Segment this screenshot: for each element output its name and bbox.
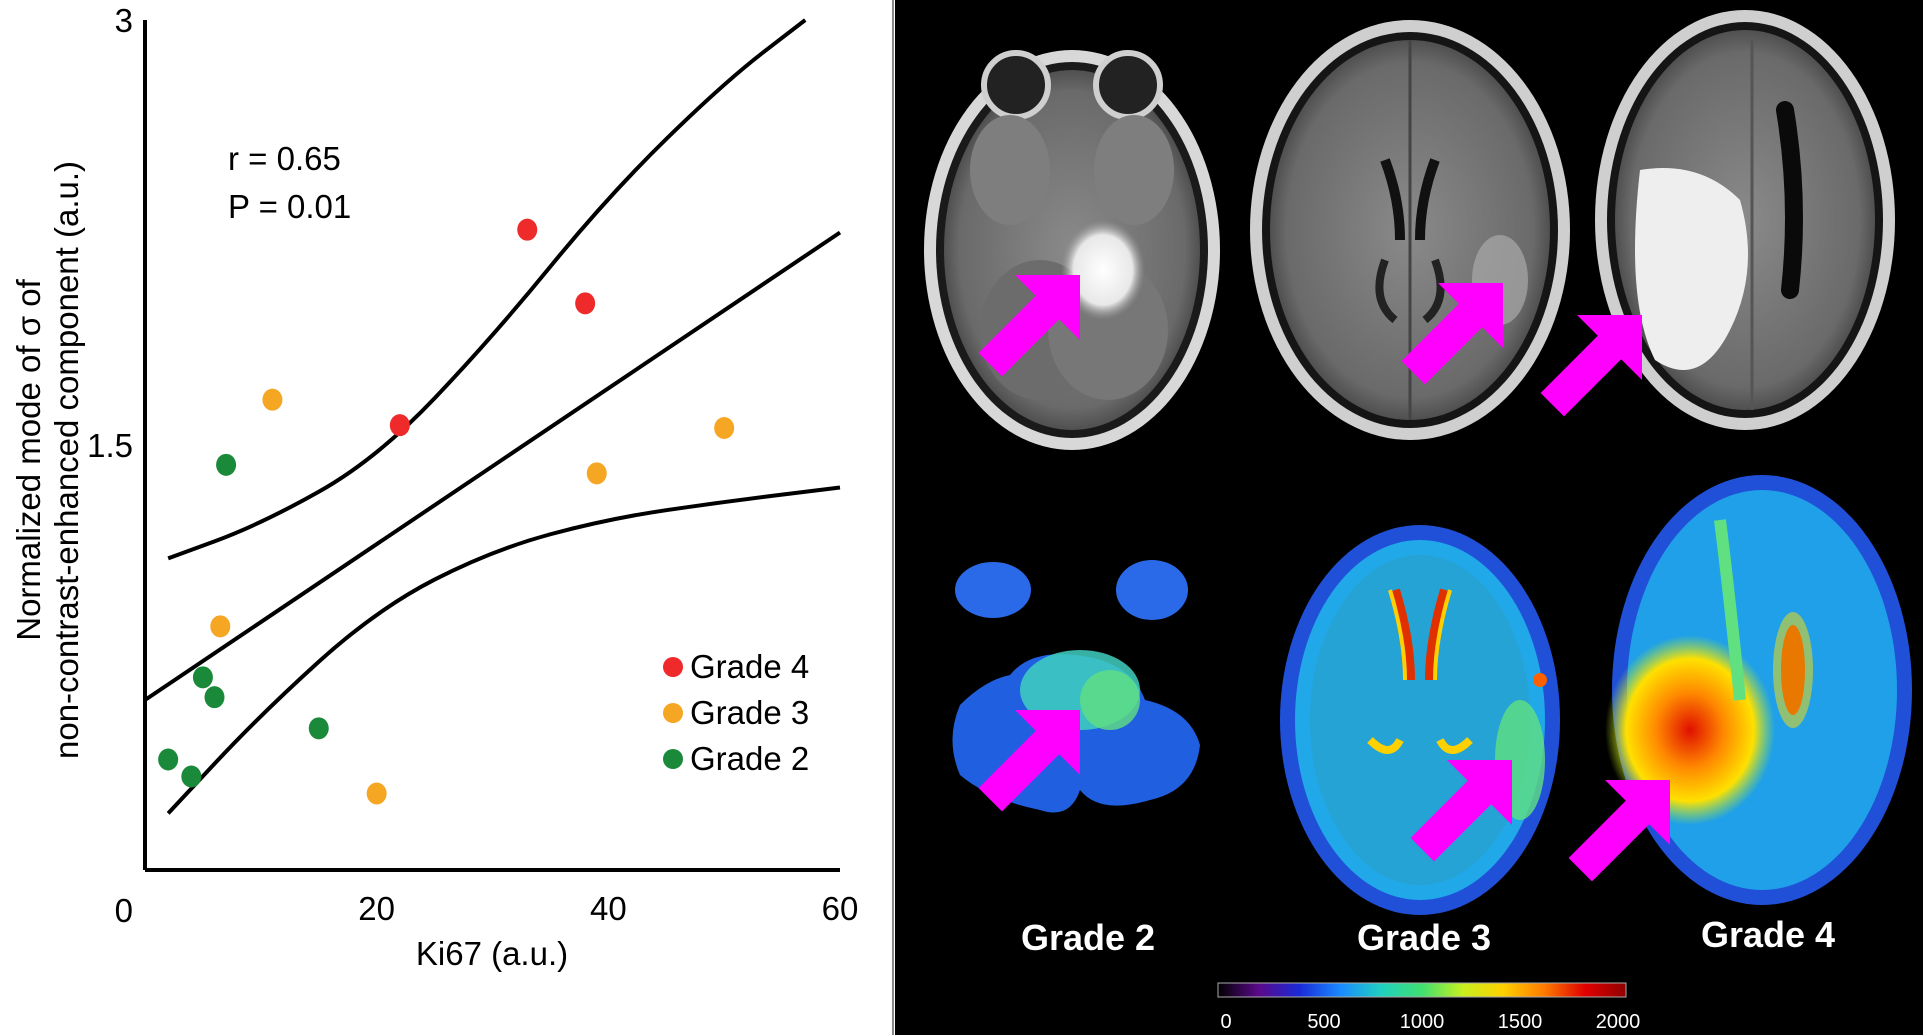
data-point-grade-2 xyxy=(308,717,329,740)
data-point-grade-2 xyxy=(192,666,213,689)
axis-ticks: 20 40 60 0 1.5 3 xyxy=(87,2,858,929)
colorbar-tick-label: 0 xyxy=(1220,1011,1231,1033)
flair-image-grade-2 xyxy=(924,50,1220,450)
data-point-grade-4 xyxy=(517,218,538,241)
parametric-map-grade-3 xyxy=(1280,525,1560,915)
y-axis-label-line2: non-contrast-enhanced component (a.u.) xyxy=(48,161,85,759)
flair-image-grade-3 xyxy=(1250,20,1570,440)
y-tick-label: 0 xyxy=(115,892,133,929)
data-point-grade-2 xyxy=(216,453,237,476)
data-point-grade-4 xyxy=(575,292,596,315)
x-tick-label: 40 xyxy=(590,890,627,927)
arrow-icon xyxy=(1410,760,1512,862)
fit-line-0 xyxy=(167,18,807,561)
arrow-icon xyxy=(978,275,1080,377)
legend-marker-grade-3 xyxy=(663,703,683,723)
data-points xyxy=(158,218,735,805)
data-point-grade-2 xyxy=(181,765,202,788)
grade-3-label: Grade 3 xyxy=(1357,917,1491,958)
arrow-icon xyxy=(1401,283,1503,385)
data-point-grade-3 xyxy=(586,462,607,485)
y-tick-label: 1.5 xyxy=(87,427,133,464)
legend-label-grade-3: Grade 3 xyxy=(690,694,809,731)
data-point-grade-3 xyxy=(366,782,387,805)
legend-label-grade-2: Grade 2 xyxy=(690,740,809,777)
y-axis-label-line1: Normalized mode of σ of xyxy=(10,278,47,640)
grade-2-label: Grade 2 xyxy=(1021,917,1155,958)
legend-marker-grade-4 xyxy=(663,657,683,677)
fit-line-2 xyxy=(166,485,841,815)
legend: Grade 4 Grade 3 Grade 2 xyxy=(663,648,809,777)
arrow-icon xyxy=(1568,780,1670,882)
data-point-grade-3 xyxy=(262,388,283,411)
y-tick-label: 3 xyxy=(115,2,133,39)
grade-4-label: Grade 4 xyxy=(1701,914,1835,955)
legend-label-grade-4: Grade 4 xyxy=(690,648,809,685)
correlation-annotation: r = 0.65 xyxy=(228,140,341,177)
data-point-grade-3 xyxy=(210,615,231,638)
confidence-bands xyxy=(143,18,842,815)
legend-marker-grade-2 xyxy=(663,749,683,769)
colorbar-tick-label: 500 xyxy=(1307,1011,1340,1033)
data-point-grade-2 xyxy=(158,748,179,771)
scatter-chart: 20 40 60 0 1.5 3 Ki67 (a.u.) Normalized mode … xyxy=(10,2,858,972)
lesion-arrows xyxy=(978,275,1670,882)
data-point-grade-3 xyxy=(714,417,735,439)
x-axis-label: Ki67 (a.u.) xyxy=(416,935,568,972)
data-point-grade-2 xyxy=(204,686,225,709)
colorbar-tick-label: 1000 xyxy=(1400,1011,1445,1033)
fit-line-1 xyxy=(143,230,842,702)
x-tick-label: 20 xyxy=(358,890,395,927)
parametric-map-grade-4 xyxy=(1605,475,1912,905)
mri-panel: Grade 2 Grade 3 Grade 4 0 500 1000 1500 2000 xyxy=(895,0,1923,1035)
arrow-icon xyxy=(1540,315,1642,417)
data-point-grade-4 xyxy=(389,414,410,437)
colorbar-tick-label: 2000 xyxy=(1596,1011,1641,1033)
arrow-icon xyxy=(978,710,1080,812)
x-tick-label: 60 xyxy=(822,890,859,927)
colorbar xyxy=(1217,982,1627,998)
p-value-annotation: P = 0.01 xyxy=(228,188,351,225)
flair-image-grade-4 xyxy=(1595,10,1895,430)
colorbar-tick-label: 1500 xyxy=(1498,1011,1543,1033)
colorbar-ticks: 0 500 1000 1500 2000 xyxy=(1220,1011,1640,1033)
